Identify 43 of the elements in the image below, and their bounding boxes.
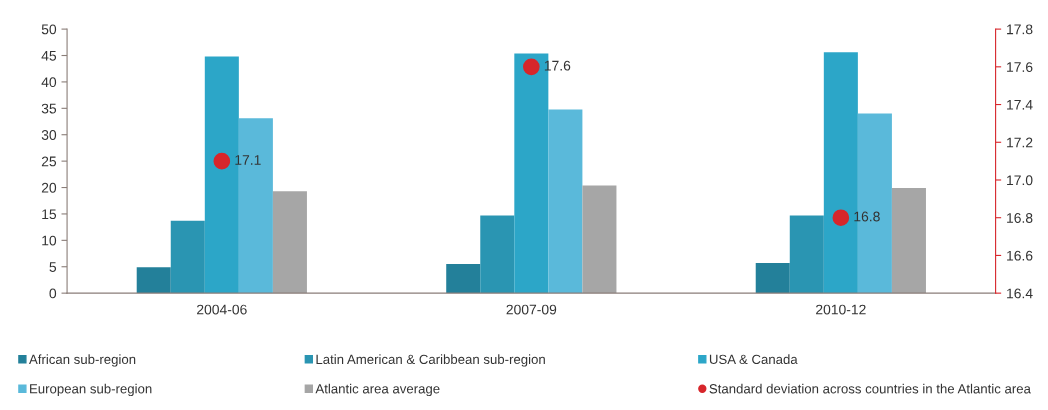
bar: [548, 109, 583, 294]
bar: [755, 263, 790, 294]
point: [213, 152, 231, 170]
bar: [789, 215, 824, 294]
legend-label: African sub-region: [29, 354, 136, 367]
y-tick-label: 35: [41, 103, 57, 114]
y2-tick-label: 17.2: [1007, 137, 1033, 148]
y2-tick-label: 16.6: [1007, 250, 1033, 261]
y2-tick-label: 16.8: [1007, 213, 1033, 223]
legend-label: Standard deviation across countries in the Atlantic area: [709, 383, 1031, 394]
x-tick-label: 2010-12: [816, 304, 866, 315]
y2-tick-label: 16.4: [1007, 288, 1033, 299]
y2-tick-label: 17.6: [1007, 62, 1033, 72]
legend-label: European sub-region: [30, 383, 152, 397]
bar: [170, 220, 205, 294]
y-tick-label: 50: [41, 24, 57, 35]
data-label: 17.1: [235, 155, 261, 165]
y-tick-label: 25: [41, 156, 57, 167]
legend-label: Atlantic area average: [315, 383, 440, 397]
x-tick-label: 2007-09: [506, 304, 557, 315]
y-tick-label: 15: [42, 209, 57, 220]
bar: [891, 188, 926, 294]
x-tick-label: 2004-06: [197, 304, 247, 315]
legend-label: USA & Canada: [709, 354, 798, 365]
y2-tick-label: 17.4: [1007, 100, 1033, 110]
bar: [582, 185, 617, 294]
y-tick-label: 0: [49, 288, 57, 299]
bar: [272, 191, 307, 294]
bar: [136, 267, 171, 294]
legend-label: Latin American & Caribbean sub-region: [316, 354, 545, 367]
bar: [446, 264, 481, 294]
y-tick-label: 45: [41, 50, 57, 61]
y2-tick-label: 17.0: [1007, 175, 1033, 186]
y2-tick-label: 17.8: [1007, 24, 1033, 35]
y-tick-label: 10: [42, 235, 57, 246]
y-tick-label: 20: [41, 182, 57, 193]
bar: [480, 215, 515, 294]
data-label: 16.8: [854, 211, 880, 222]
point: [523, 58, 540, 76]
point: [832, 209, 850, 227]
y-tick-label: 40: [41, 77, 57, 88]
y-tick-label: 30: [41, 130, 57, 140]
y-tick-label: 5: [49, 262, 57, 272]
